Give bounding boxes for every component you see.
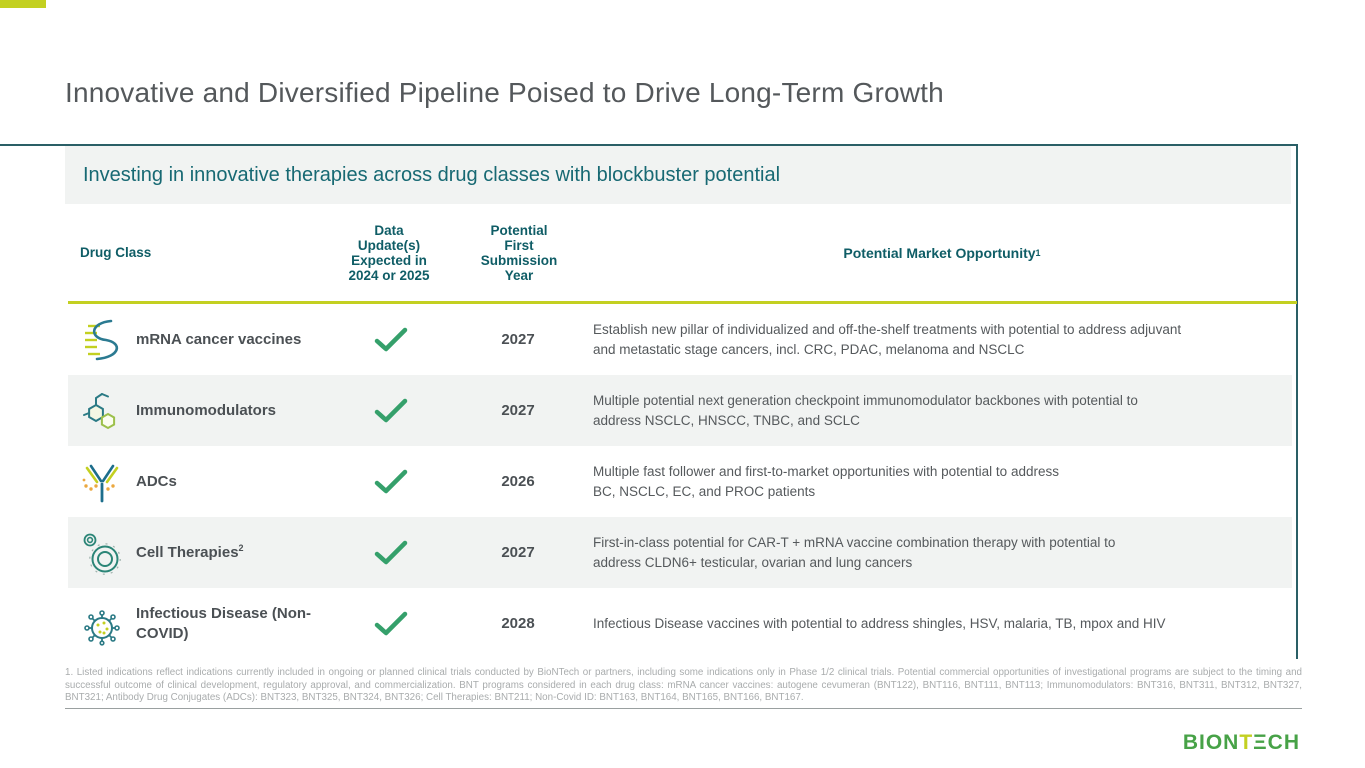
column-header-market-label: Potential Market Opportunity	[843, 244, 1036, 261]
market-opportunity-text: Establish new pillar of individualized a…	[593, 322, 1182, 357]
cell-icon	[76, 517, 128, 588]
drug-class-name: Infectious Disease (Non-COVID)	[136, 605, 312, 642]
page-title: Innovative and Diversified Pipeline Pois…	[65, 77, 944, 108]
molecule-icon	[76, 375, 128, 446]
table-row: Cell Therapies2 2027 First-in-class pote…	[68, 517, 1292, 588]
header-divider-rule	[68, 301, 1297, 304]
section-banner: Investing in innovative therapies across…	[65, 146, 1291, 204]
submission-year: 2026	[501, 473, 535, 490]
mrna-strand-icon	[76, 304, 128, 375]
submission-year: 2027	[501, 402, 535, 419]
footnote: 1. Listed indications reflect indication…	[65, 667, 1302, 710]
antibody-icon	[76, 446, 128, 517]
submission-year: 2028	[501, 615, 535, 632]
market-opportunity-text: Multiple fast follower and first-to-mark…	[593, 464, 1059, 499]
biontech-logo: BIONTΞCH	[1182, 731, 1300, 754]
submission-year: 2027	[501, 544, 535, 561]
table-row: ADCs 2026 Multiple fast follower and fir…	[68, 446, 1292, 517]
table-frame-right-border	[1296, 144, 1298, 659]
market-opportunity-text: Infectious Disease vaccines with potenti…	[593, 615, 1166, 631]
check-icon	[323, 588, 458, 659]
check-icon	[323, 446, 458, 517]
market-opportunity-text: First-in-class potential for CAR-T + mRN…	[593, 535, 1116, 570]
column-header-drug-class: Drug Class	[80, 245, 152, 260]
section-banner-text: Investing in innovative therapies across…	[83, 164, 781, 186]
column-header-market-opportunity: Potential Market Opportunity 1	[592, 204, 1292, 301]
drug-class-name: Immunomodulators	[136, 401, 277, 419]
market-opportunity-text: Multiple potential next generation check…	[593, 393, 1138, 428]
submission-year: 2027	[501, 331, 535, 348]
check-icon	[323, 517, 458, 588]
check-icon	[323, 304, 458, 375]
check-icon	[323, 375, 458, 446]
column-header-submission-year: Potential First Submission Year	[480, 222, 558, 283]
table-row: Infectious Disease (Non-COVID) 2028 Infe…	[68, 588, 1292, 659]
drug-class-name: ADCs	[136, 472, 177, 490]
table-frame-top-border	[0, 144, 1298, 146]
column-header-data-update: Data Update(s) Expected in 2024 or 2025	[348, 222, 430, 283]
drug-class-name: mRNA cancer vaccines	[136, 330, 302, 348]
market-footnote-ref: 1	[1035, 247, 1041, 258]
virus-icon	[76, 588, 128, 659]
table-row: mRNA cancer vaccines 2027 Establish new …	[68, 304, 1292, 375]
drug-class-name: Cell Therapies2	[136, 542, 244, 561]
title-accent-dash	[0, 0, 46, 8]
table-row: Immunomodulators 2027 Multiple potential…	[68, 375, 1292, 446]
